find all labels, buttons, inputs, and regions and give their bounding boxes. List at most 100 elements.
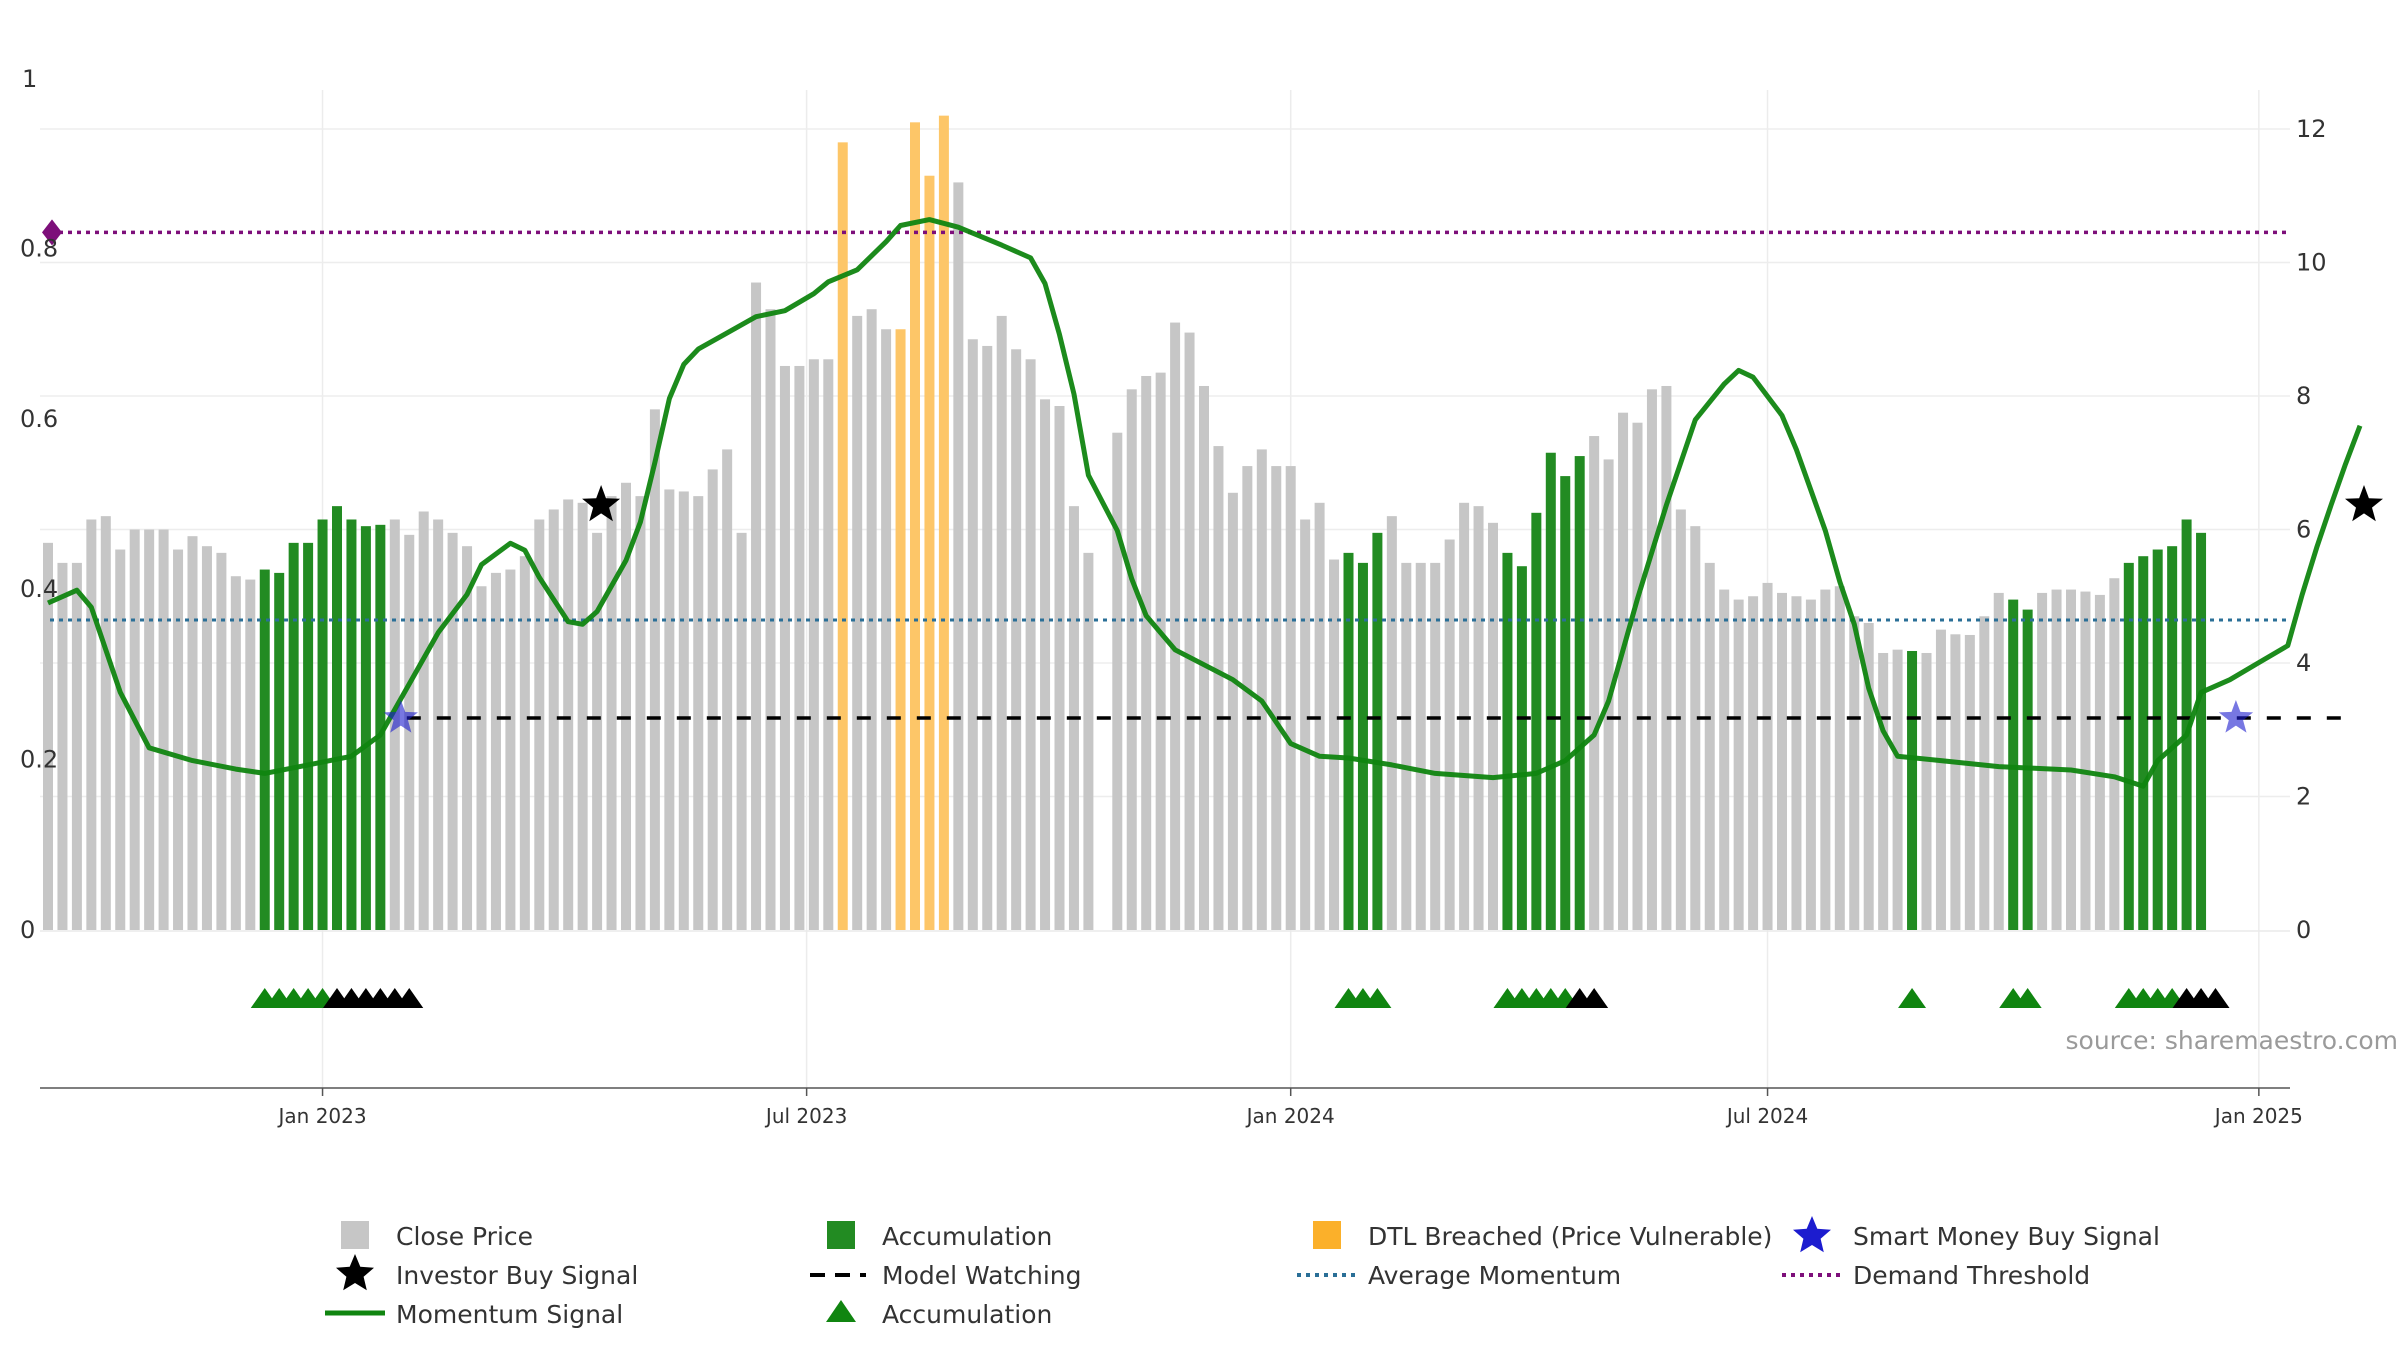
close-price-bar bbox=[1849, 616, 1860, 930]
x-tick-label: Jan 2025 bbox=[2213, 1104, 2303, 1128]
x-tick-label: Jul 2024 bbox=[1725, 1104, 1808, 1128]
accumulation-bar bbox=[2152, 549, 2163, 930]
legend-average-momentum: Average Momentum bbox=[1297, 1261, 1621, 1290]
close-price-bar bbox=[158, 529, 169, 930]
close-price-bar bbox=[1271, 466, 1282, 930]
accumulation-triangle-icon bbox=[826, 1300, 856, 1322]
axes: Jan 2023 Jul 2023 Jan 2024 Jul 2024 Jan 2025… bbox=[20, 65, 2327, 1128]
accumulation-bar bbox=[2138, 556, 2149, 930]
close-price-bar bbox=[1011, 349, 1022, 930]
close-price-bar bbox=[1199, 385, 1209, 930]
close-price-bar bbox=[1285, 466, 1296, 930]
legend-accumulation-marker: Accumulation bbox=[826, 1300, 1052, 1329]
close-price-bar bbox=[2037, 592, 2048, 930]
close-price-bar bbox=[404, 534, 415, 930]
legend-smart-money-label: Smart Money Buy Signal bbox=[1853, 1222, 2160, 1251]
close-price-bar bbox=[808, 359, 819, 931]
close-price-bar bbox=[1964, 634, 1975, 930]
close-price-bar bbox=[1430, 562, 1441, 930]
close-price-bar bbox=[1025, 359, 1036, 931]
close-price-bar bbox=[86, 519, 97, 930]
close-price-bar bbox=[462, 546, 473, 930]
close-price-bar bbox=[129, 529, 140, 930]
left-tick-label: 0.8 bbox=[20, 234, 58, 262]
accumulation-marker bbox=[1363, 988, 1392, 1008]
legend-dtl-breached-label: DTL Breached (Price Vulnerable) bbox=[1368, 1222, 1772, 1251]
legend-model-watching: Model Watching bbox=[810, 1261, 1082, 1290]
close-price-bar bbox=[1242, 466, 1253, 930]
close-price-bar bbox=[1386, 516, 1397, 930]
model-watching-marker bbox=[1580, 988, 1609, 1008]
close-price-bar bbox=[635, 496, 646, 930]
left-tick-label: 0.4 bbox=[20, 575, 58, 603]
accumulation-marker bbox=[2013, 988, 2042, 1008]
accumulation-bar bbox=[1560, 476, 1571, 930]
close-price-bar bbox=[606, 496, 617, 930]
close-price-bar bbox=[779, 365, 790, 930]
close-price-bar bbox=[43, 542, 53, 930]
left-tick-label: 1 bbox=[22, 65, 37, 93]
legend-demand-threshold: Demand Threshold bbox=[1782, 1261, 2090, 1290]
close-price-bar bbox=[433, 519, 444, 930]
smart-money-star-icon bbox=[1793, 1216, 1831, 1253]
close-price-bar bbox=[2080, 591, 2091, 930]
close-price-bar bbox=[1805, 599, 1816, 930]
close-price-bar bbox=[577, 502, 588, 930]
dtl-breached-bar bbox=[938, 115, 949, 930]
accumulation-bar bbox=[332, 506, 342, 930]
close-price-bar bbox=[1126, 389, 1137, 930]
legend-close-price-label: Close Price bbox=[396, 1222, 533, 1251]
legend-close-price: Close Price bbox=[341, 1221, 533, 1251]
accumulation-bar bbox=[1907, 650, 1918, 930]
close-price-bar bbox=[1777, 592, 1787, 930]
x-tick-label: Jan 2023 bbox=[277, 1104, 367, 1128]
close-price-bar bbox=[144, 529, 155, 930]
dtl-breached-bar bbox=[910, 122, 920, 930]
accumulation-bar bbox=[346, 519, 357, 930]
investor-buy-star bbox=[582, 485, 621, 522]
close-price-bar bbox=[519, 556, 530, 930]
close-price-bar bbox=[794, 365, 805, 930]
accumulation-bar bbox=[1516, 566, 1527, 930]
accumulation-bar bbox=[317, 519, 328, 930]
close-price-bar bbox=[736, 532, 747, 930]
accumulation-bar bbox=[1343, 552, 1354, 930]
close-price-bar bbox=[1834, 586, 1845, 930]
close-price-bar bbox=[245, 579, 256, 930]
close-price-bar bbox=[1950, 634, 1961, 930]
close-price-bar bbox=[1141, 375, 1152, 931]
close-price-bar bbox=[1444, 539, 1455, 930]
close-price-bar bbox=[1040, 399, 1051, 930]
close-price-bar bbox=[1646, 389, 1657, 930]
close-price-bar bbox=[100, 516, 111, 930]
accumulation-bar bbox=[1574, 456, 1585, 930]
right-tick-label: 8 bbox=[2296, 382, 2311, 410]
close-price-bar bbox=[664, 489, 675, 930]
accumulation-bar bbox=[274, 572, 285, 930]
close-price-bar bbox=[2109, 578, 2120, 930]
left-tick-label: 0 bbox=[20, 916, 35, 944]
close-price-bar bbox=[201, 546, 212, 930]
close-price-bar bbox=[1661, 385, 1672, 930]
accumulation-bar bbox=[288, 542, 299, 930]
close-price-bar bbox=[967, 339, 978, 930]
close-price-bar bbox=[1155, 372, 1166, 930]
close-price-bar bbox=[1979, 616, 1990, 930]
right-tick-label: 6 bbox=[2296, 516, 2311, 544]
source-label: source: sharemaestro.com bbox=[2066, 1026, 2399, 1055]
legend-investor-buy-label: Investor Buy Signal bbox=[396, 1261, 638, 1290]
close-price-bar bbox=[1632, 422, 1643, 930]
close-price-bar bbox=[996, 315, 1007, 930]
accumulation-bar bbox=[303, 542, 314, 930]
close-price-bar bbox=[187, 536, 198, 930]
close-price-bar bbox=[649, 409, 660, 931]
signal-markers bbox=[250, 485, 2383, 1008]
close-price-bar bbox=[1704, 562, 1715, 930]
close-price-bar bbox=[1184, 332, 1195, 930]
close-price-bar bbox=[707, 469, 718, 930]
legend-demand-threshold-label: Demand Threshold bbox=[1853, 1261, 2090, 1290]
close-price-bar bbox=[548, 509, 559, 930]
momentum-signal-line bbox=[46, 217, 2363, 789]
right-tick-label: 2 bbox=[2296, 783, 2311, 811]
close-price-bar bbox=[2094, 594, 2105, 930]
